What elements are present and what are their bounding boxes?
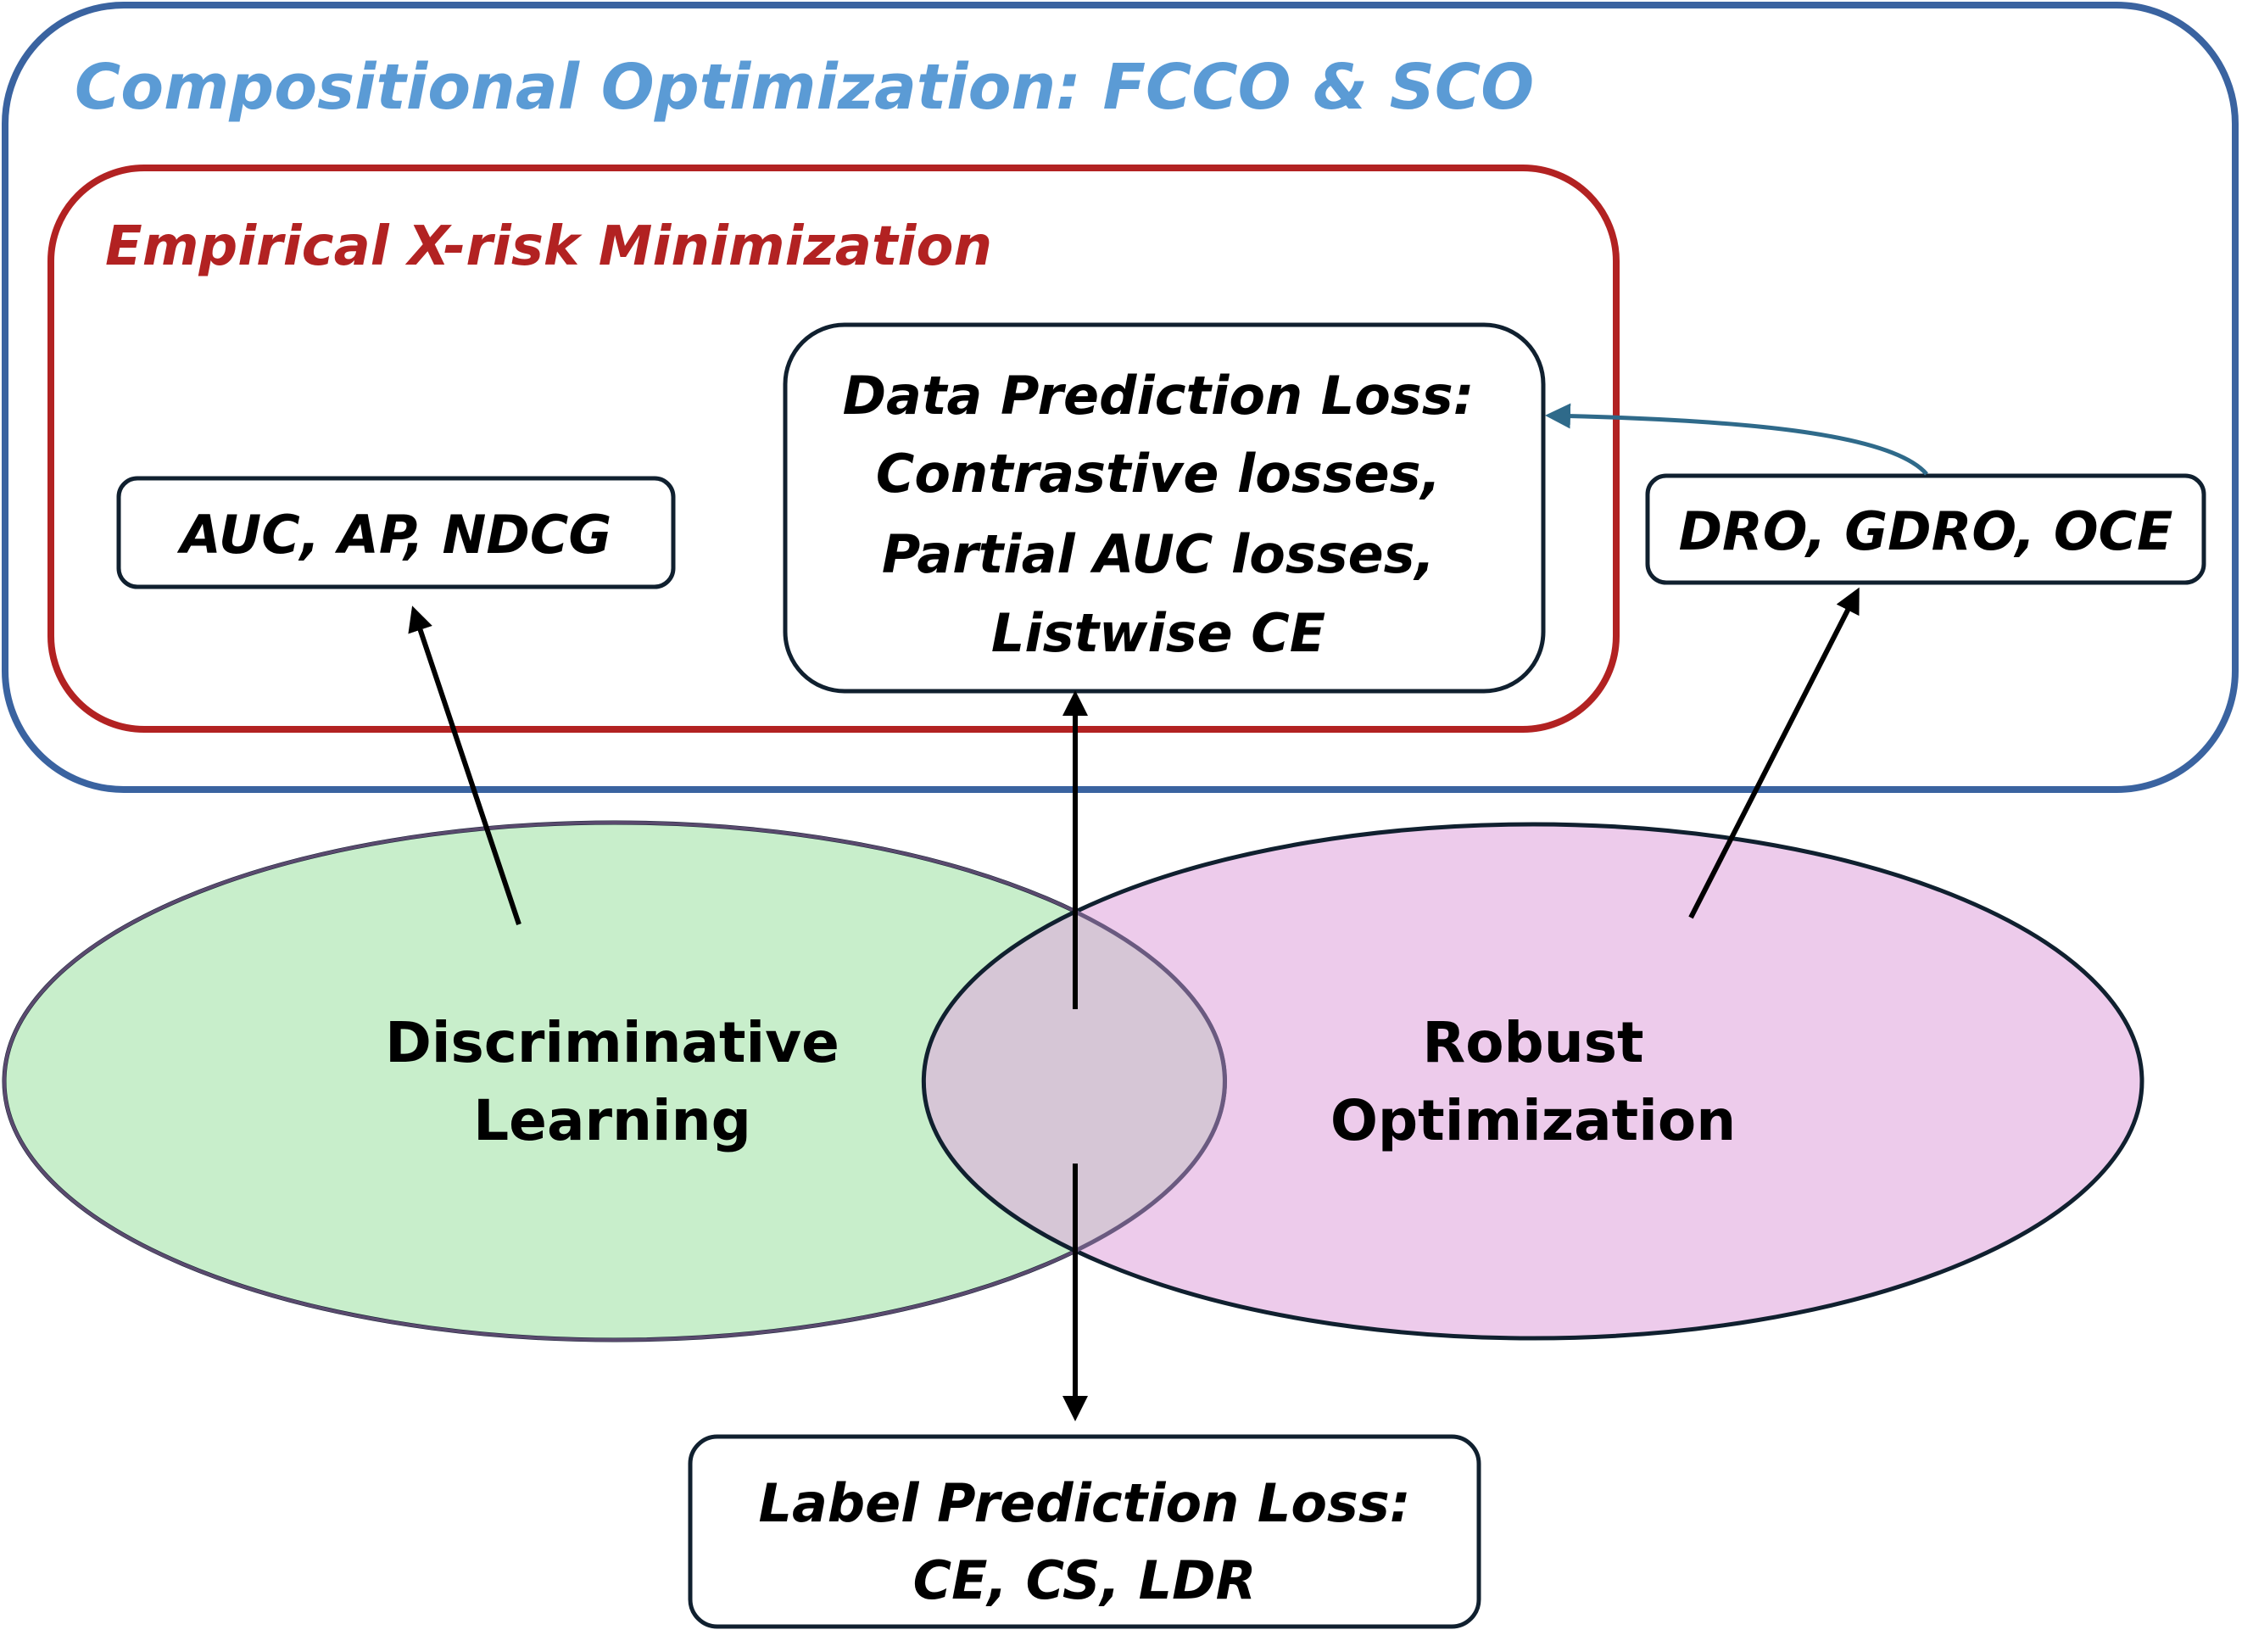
discriminative-line-2: Learning — [473, 1088, 751, 1153]
auc-ap-ndcg-label: AUC, AP, NDCG — [176, 504, 612, 566]
data-prediction-loss-box — [783, 322, 1546, 694]
xrisk-minimization-title: Empirical X-risk Minimization — [105, 215, 992, 278]
robust-line-2: Optimization — [1330, 1088, 1736, 1153]
label-loss-line-1: Label Prediction Loss: — [758, 1472, 1410, 1534]
compositional-optimization-title: Compositional Optimization: FCCO & SCO — [75, 51, 1534, 124]
data-loss-line-1: Data Prediction Loss: — [843, 365, 1475, 427]
data-loss-line-4: Listwise CE — [991, 602, 1325, 664]
label-loss-line-2: CE, CS, LDR — [913, 1549, 1257, 1611]
data-loss-line-2: Contrastive losses, — [876, 443, 1441, 505]
dro-gdro-oce-box — [1645, 473, 2206, 585]
compositional-optimization-box — [2, 2, 2239, 793]
robust-line-1: Robust — [1422, 1010, 1643, 1075]
overlap-green-edge — [1074, 909, 1227, 1253]
dro-gdro-oce-label: DRO, GDRO, OCE — [1679, 500, 2173, 562]
robust-to-dro-arrow — [1688, 587, 1860, 919]
xrisk-minimization-box — [47, 165, 1620, 733]
label-prediction-loss-box — [688, 1434, 1481, 1629]
auc-ap-ndcg-box — [116, 476, 676, 589]
discriminative-to-auc-arrow — [408, 606, 521, 925]
discriminative-line-1: Discriminative — [385, 1010, 839, 1075]
overlap-pink-edge — [921, 909, 1077, 1253]
data-loss-line-3: Partial AUC losses, — [882, 523, 1435, 585]
dro-to-data-loss-arrow — [1545, 403, 1928, 476]
